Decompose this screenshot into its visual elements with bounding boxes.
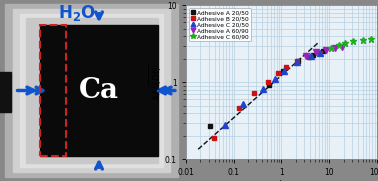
Adhesive B 20/50 (318, 52, 322, 54)
Adhesive A 20/50 (208, 125, 212, 127)
Adhesive C 20/50 (309, 55, 313, 57)
Bar (26, 18, 158, 163)
Adhesive C 20/50 (294, 61, 299, 63)
Adhesive C 60/90 (329, 47, 333, 49)
Adhesive B 20/50 (284, 66, 288, 68)
Legend: Adhesive A 20/50, Adhesive B 20/50, Adhesive C 20/50, Adhesive A 60/90, Adhesive: Adhesive A 20/50, Adhesive B 20/50, Adhe… (189, 8, 251, 41)
Adhesive C 20/50 (241, 103, 246, 105)
Adhesive C 20/50 (282, 70, 287, 72)
Adhesive B 20/50 (294, 60, 299, 62)
Adhesive A 60/90 (340, 46, 345, 48)
Bar (0, 72, 11, 112)
Adhesive C 60/90 (361, 39, 366, 41)
Y-axis label: $X/\sqrt{(Dt)}$: $X/\sqrt{(Dt)}$ (147, 64, 164, 101)
Line: Adhesive C 20/50: Adhesive C 20/50 (222, 50, 323, 128)
Adhesive C 20/50 (223, 124, 227, 126)
Adhesive A 20/50 (267, 84, 271, 86)
Bar (40, 25, 66, 156)
X-axis label: $c_l/c_x$: $c_l/c_x$ (270, 179, 293, 181)
Adhesive C 20/50 (272, 77, 277, 80)
Line: Adhesive A 20/50: Adhesive A 20/50 (208, 49, 325, 129)
Adhesive A 20/50 (281, 70, 286, 72)
Adhesive A 60/90 (313, 51, 318, 53)
Adhesive C 60/90 (337, 44, 341, 47)
Adhesive A 20/50 (310, 54, 315, 56)
Adhesive B 20/50 (252, 92, 257, 94)
Adhesive B 20/50 (307, 56, 311, 58)
Adhesive B 20/50 (276, 72, 280, 74)
Line: Adhesive C 60/90: Adhesive C 60/90 (328, 36, 374, 51)
Line: Adhesive B 20/50: Adhesive B 20/50 (211, 50, 323, 140)
Bar (20, 14, 163, 167)
Adhesive A 20/50 (296, 60, 300, 62)
Adhesive A 60/90 (324, 49, 328, 51)
Adhesive C 20/50 (318, 52, 322, 54)
Adhesive B 20/50 (266, 81, 270, 83)
Text: $\mathbf{H_2O}$: $\mathbf{H_2O}$ (58, 3, 96, 23)
Line: Adhesive A 60/90: Adhesive A 60/90 (303, 44, 345, 58)
Adhesive A 60/90 (303, 55, 308, 57)
Adhesive C 60/90 (343, 42, 348, 44)
Adhesive A 20/50 (321, 50, 325, 52)
Bar (40, 25, 158, 156)
Adhesive C 60/90 (351, 40, 356, 42)
Adhesive B 20/50 (211, 137, 216, 139)
Adhesive A 60/90 (332, 47, 337, 49)
Bar (13, 9, 170, 172)
Text: Ca: Ca (79, 77, 119, 104)
Adhesive C 60/90 (369, 38, 373, 40)
Adhesive C 20/50 (261, 88, 266, 90)
Adhesive B 20/50 (237, 106, 242, 109)
